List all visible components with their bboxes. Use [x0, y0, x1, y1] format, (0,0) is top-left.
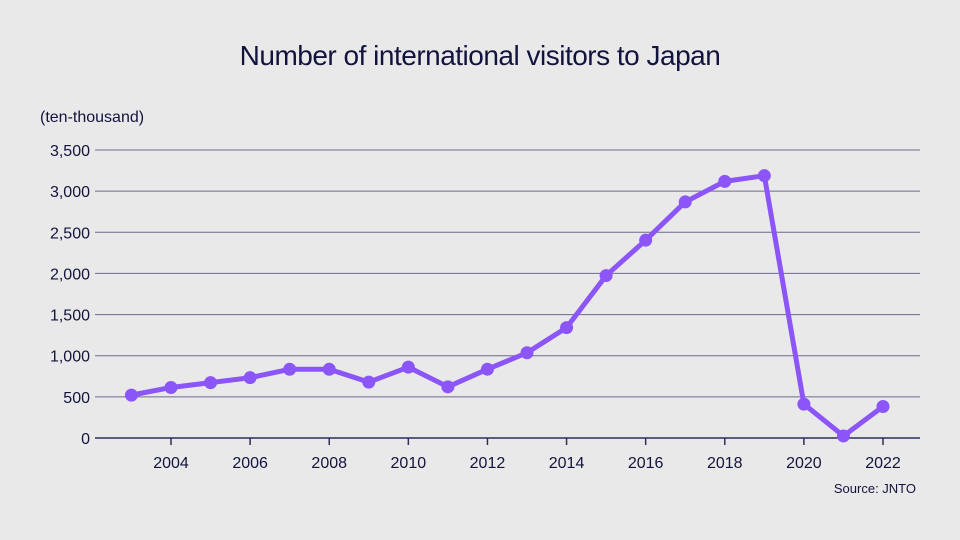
x-tick-label: 2018 [707, 455, 743, 472]
y-axis-label: (ten-thousand) [40, 109, 144, 126]
data-point [560, 321, 574, 335]
y-tick-label: 500 [63, 390, 90, 407]
data-point [204, 376, 218, 390]
data-point [757, 169, 771, 183]
data-point [678, 195, 692, 209]
data-point [243, 371, 257, 385]
data-point [362, 375, 376, 389]
y-tick-label: 0 [81, 431, 90, 448]
data-point [639, 233, 653, 247]
data-point [599, 269, 613, 283]
data-point [441, 380, 455, 394]
data-point [124, 388, 138, 402]
x-tick-label: 2020 [786, 455, 822, 472]
data-point [797, 397, 811, 411]
data-point [520, 346, 534, 360]
x-tick-label: 2010 [391, 455, 427, 472]
x-tick-label: 2014 [549, 455, 585, 472]
x-tick-label: 2012 [470, 455, 506, 472]
data-point [322, 362, 336, 376]
source-note: Source: JNTO [834, 481, 916, 496]
data-point [876, 399, 890, 413]
data-point [480, 362, 494, 376]
x-tick-label: 2006 [232, 455, 268, 472]
data-point [164, 380, 178, 394]
y-tick-label: 2,000 [50, 266, 90, 283]
data-point [836, 429, 850, 443]
data-point [718, 174, 732, 188]
data-point [283, 362, 297, 376]
y-tick-label: 2,500 [50, 225, 90, 242]
data-line [130, 173, 885, 439]
x-tick-label: 2016 [628, 455, 664, 472]
y-tick-label: 3,000 [50, 184, 90, 201]
chart-title: Number of international visitors to Japa… [239, 40, 721, 71]
y-tick-label: 1,500 [50, 308, 90, 325]
x-tick-label: 2022 [865, 455, 901, 472]
x-tick-label: 2004 [153, 455, 189, 472]
x-tick-label: 2008 [311, 455, 347, 472]
y-tick-label: 1,000 [50, 349, 90, 366]
data-point [401, 360, 415, 374]
y-tick-label: 3,500 [50, 143, 90, 160]
